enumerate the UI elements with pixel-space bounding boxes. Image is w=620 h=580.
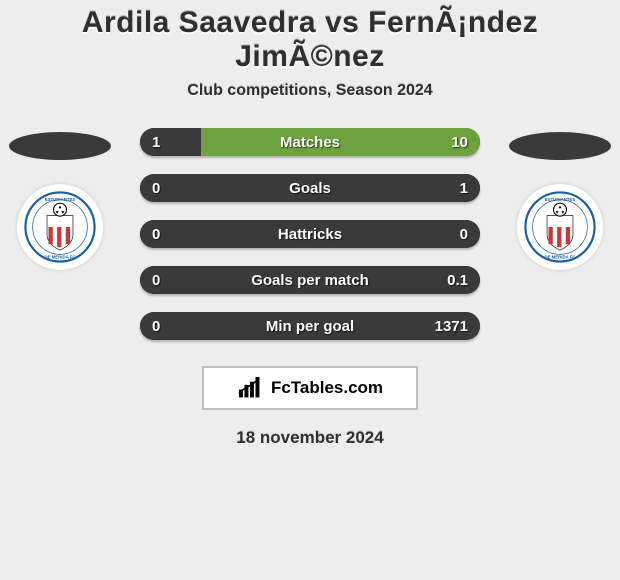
left-player-oval <box>9 132 111 160</box>
left-club-badge: ESTUDIANTES DE MERIDA FC <box>17 184 103 270</box>
left-player-column: ESTUDIANTES DE MERIDA FC <box>0 128 120 270</box>
right-player-column: ESTUDIANTES DE MERIDA FC <box>500 128 620 270</box>
stat-label: Min per goal <box>140 312 480 340</box>
svg-text:DE MERIDA FC: DE MERIDA FC <box>545 255 576 260</box>
footer-date: 18 november 2024 <box>0 428 620 448</box>
club-crest-icon: ESTUDIANTES DE MERIDA FC <box>524 191 596 263</box>
stat-bar: 01Goals <box>140 174 480 202</box>
branding-box[interactable]: FcTables.com <box>202 366 418 410</box>
svg-text:ESTUDIANTES: ESTUDIANTES <box>45 197 76 202</box>
stat-bar: 00.1Goals per match <box>140 266 480 294</box>
stat-bar: 01371Min per goal <box>140 312 480 340</box>
svg-text:ESTUDIANTES: ESTUDIANTES <box>545 197 576 202</box>
svg-text:DE MERIDA FC: DE MERIDA FC <box>45 255 76 260</box>
stat-label: Matches <box>140 128 480 156</box>
right-player-oval <box>509 132 611 160</box>
branding-text: FcTables.com <box>271 378 383 398</box>
stat-bar: 00Hattricks <box>140 220 480 248</box>
bar-chart-icon <box>237 377 263 399</box>
stat-bars: 110Matches 01Goals 00Hattricks 00.1Goals pe… <box>140 128 480 340</box>
stat-label: Goals per match <box>140 266 480 294</box>
right-club-badge: ESTUDIANTES DE MERIDA FC <box>517 184 603 270</box>
club-crest-icon: ESTUDIANTES DE MERIDA FC <box>24 191 96 263</box>
stat-bar: 110Matches <box>140 128 480 156</box>
page-title: Ardila Saavedra vs FernÃ¡ndez JimÃ©nez <box>0 0 620 78</box>
comparison-area: ESTUDIANTES DE MERIDA FC ESTUDIANTES DE … <box>0 128 620 340</box>
page-subtitle: Club competitions, Season 2024 <box>0 82 620 100</box>
stat-label: Goals <box>140 174 480 202</box>
stat-label: Hattricks <box>140 220 480 248</box>
